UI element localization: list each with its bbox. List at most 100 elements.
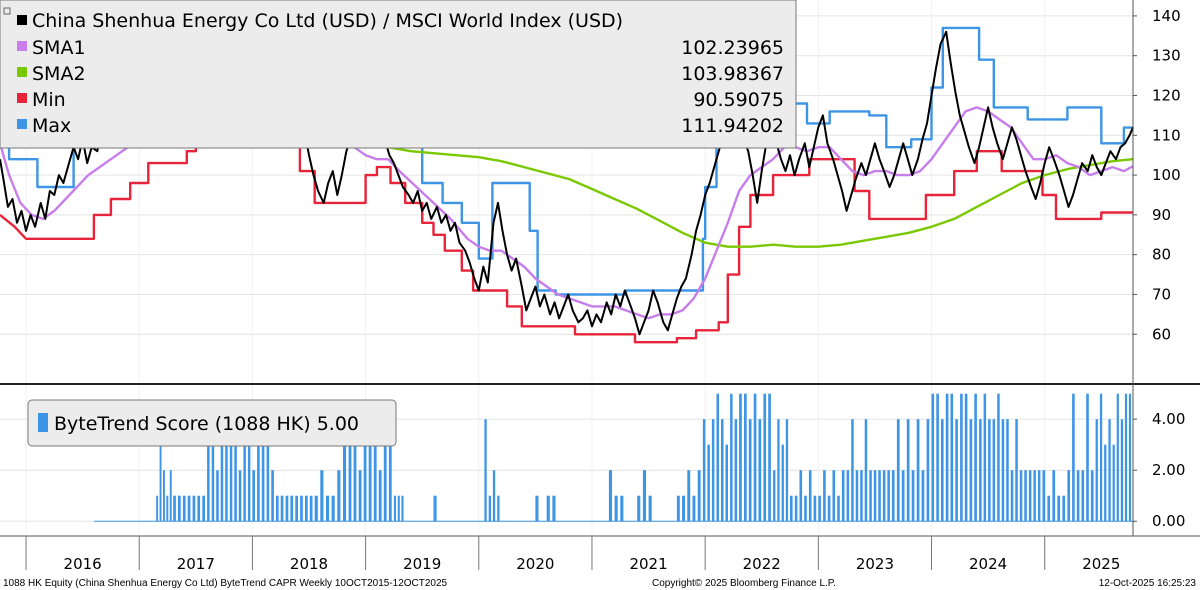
score-bar <box>964 393 968 522</box>
score-bar <box>497 495 500 522</box>
x-tick-label: 2020 <box>516 555 554 573</box>
score-bar <box>484 419 487 522</box>
score-bar <box>1057 495 1061 522</box>
score-bar <box>734 419 738 522</box>
score-bar <box>711 419 715 522</box>
y-tick-label: 60 <box>1152 325 1171 343</box>
score-bar <box>878 470 881 522</box>
score-bar <box>931 393 935 522</box>
score-bar <box>383 444 387 522</box>
legend-swatch-price <box>17 15 27 25</box>
legend-label-price: China Shenhua Energy Co Ltd (USD) / MSCI… <box>32 10 623 32</box>
y-tick-label: 120 <box>1152 87 1181 105</box>
series-min-line <box>0 138 1133 344</box>
score-bar <box>1116 393 1119 522</box>
score-bar <box>753 393 757 522</box>
legend-toggle-icon[interactable] <box>3 7 11 15</box>
legend-swatch-max <box>17 119 27 129</box>
score-bar <box>1062 495 1066 522</box>
score-bar <box>692 495 696 522</box>
score-bar <box>1095 419 1098 522</box>
score-bar <box>1047 495 1051 522</box>
score-bar <box>388 419 392 522</box>
score-bar <box>1112 444 1115 522</box>
score-bar <box>620 495 624 522</box>
footer-source: 1088 HK Equity (China Shenhua Energy Co … <box>3 578 448 589</box>
score-bar <box>1108 419 1111 522</box>
score-legend: ByteTrend Score (1088 HK) 5.00 <box>27 399 397 447</box>
score-bar <box>247 419 251 522</box>
score-bar <box>901 470 905 522</box>
score-bar <box>261 419 265 522</box>
main-legend: China Shenhua Energy Co Ltd (USD) / MSCI… <box>0 0 797 149</box>
score-bar <box>378 470 382 522</box>
score-tick-label: 2.00 <box>1152 461 1185 479</box>
score-bar <box>1120 419 1123 522</box>
footer-timestamp: 12-Oct-2025 16:25:23 <box>1099 578 1197 589</box>
score-bar <box>1024 470 1027 522</box>
score-bar <box>1072 393 1075 522</box>
score-bar <box>276 495 279 522</box>
score-bar <box>1081 470 1085 522</box>
score-bar <box>960 393 963 522</box>
x-tick-label: 2017 <box>177 555 215 573</box>
legend-value-max: 111.94202 <box>681 115 784 137</box>
score-bar <box>159 444 162 522</box>
score-bar <box>178 495 181 522</box>
score-bar <box>1006 419 1009 522</box>
score-bar <box>271 470 274 522</box>
score-tick-label: 0.00 <box>1152 512 1185 530</box>
score-bar <box>707 444 710 522</box>
score-bar <box>813 495 817 522</box>
score-bar <box>229 419 233 522</box>
score-bar <box>1090 470 1094 522</box>
score-bar <box>1010 470 1014 522</box>
score-bar <box>837 495 840 522</box>
legend-label-max: Max <box>32 115 71 137</box>
score-legend-swatch <box>38 413 48 432</box>
legend-swatch-sma2 <box>17 67 27 77</box>
score-bar <box>864 419 868 522</box>
score-bar <box>682 495 685 522</box>
score-bar <box>969 419 973 522</box>
score-bar <box>1037 470 1041 522</box>
score-bar <box>818 495 821 522</box>
score-bar <box>748 419 752 522</box>
score-legend-box <box>27 399 397 447</box>
score-bar <box>997 393 1000 522</box>
score-bar <box>921 470 925 522</box>
score-bar <box>225 444 228 522</box>
score-bar <box>211 419 215 522</box>
score-bar <box>988 419 991 522</box>
score-bar <box>197 495 201 522</box>
score-bar <box>804 495 807 522</box>
score-bar <box>552 495 556 522</box>
score-bar <box>353 419 357 522</box>
score-bar <box>716 393 719 522</box>
score-bar <box>777 419 780 522</box>
score-bar <box>758 419 762 522</box>
score-bar <box>642 470 646 522</box>
score-bar <box>220 419 224 522</box>
score-bar <box>202 495 205 522</box>
x-tick-label: 2024 <box>969 555 1007 573</box>
score-bar <box>393 495 396 522</box>
score-bar <box>1019 470 1023 522</box>
score-bar <box>768 393 771 522</box>
score-bar <box>725 444 728 522</box>
score-bar <box>906 419 910 522</box>
score-bar <box>911 470 915 522</box>
score-bar <box>1128 393 1132 522</box>
score-legend-label: ByteTrend Score (1088 HK) 5.00 <box>54 413 359 435</box>
score-bar <box>697 470 701 522</box>
score-bar <box>983 393 987 522</box>
score-bar <box>368 444 372 522</box>
score-bar <box>295 495 298 522</box>
score-bar <box>763 393 767 522</box>
score-bar <box>1033 470 1036 522</box>
y-tick-label: 140 <box>1152 7 1181 25</box>
score-bar <box>1076 470 1080 522</box>
score-bar <box>182 495 186 522</box>
x-axis: 2016 2017 2018 2019 2020 2021 2022 2023 2024 2025 <box>25 0 1134 573</box>
